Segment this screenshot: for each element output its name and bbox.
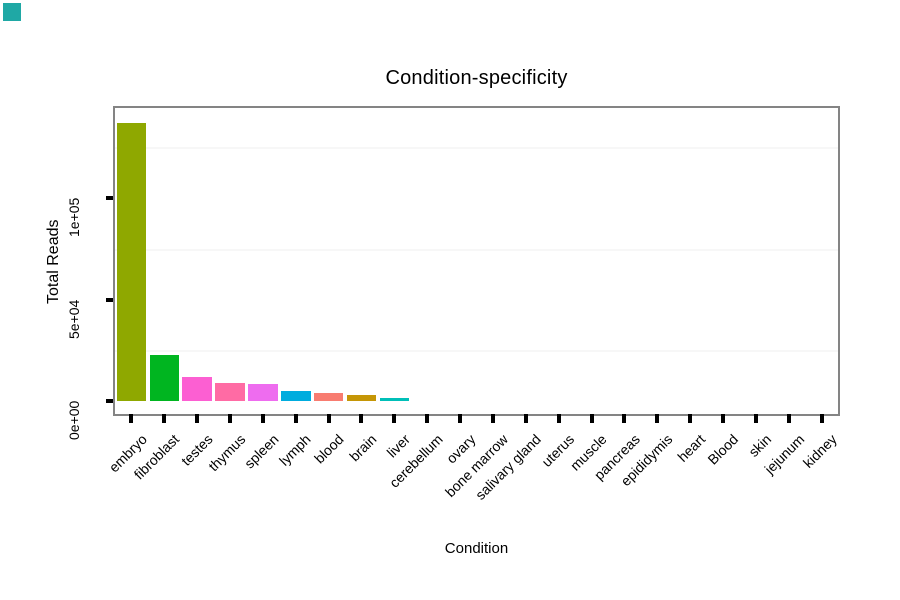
bar-testes (182, 376, 212, 401)
x-axis-tick (293, 414, 298, 423)
bar-lymph (280, 391, 311, 401)
x-axis-tick (523, 414, 528, 423)
bar-blood (313, 393, 344, 401)
x-tick-label: Blood (704, 431, 742, 468)
x-axis-tick (228, 414, 233, 423)
x-axis-tick (655, 414, 660, 423)
x-axis-title: Condition (444, 540, 509, 557)
x-axis-tick (359, 414, 364, 423)
x-axis-tick (392, 414, 397, 423)
x-axis-tick (490, 414, 495, 423)
x-axis-tick (622, 414, 627, 423)
x-axis-tick (326, 414, 331, 423)
x-tick-label: brain (346, 431, 380, 465)
x-axis-tick (162, 414, 167, 423)
x-axis-tick (688, 414, 693, 423)
x-axis-tick (458, 414, 463, 423)
x-axis-tick (129, 414, 134, 423)
x-axis-tick (589, 414, 594, 423)
bar-liver (379, 397, 410, 401)
x-tick-label: kidney (799, 431, 840, 471)
bar-spleen (248, 384, 278, 401)
x-axis-tick (260, 414, 265, 423)
y-tick-label: 5e+04 (66, 299, 82, 339)
y-axis-tick (106, 196, 113, 200)
y-tick-label: 1e+05 (66, 197, 82, 237)
x-tick-label: spleen (240, 431, 282, 472)
chart-title: Condition-specificity (385, 67, 568, 89)
x-tick-label: blood (311, 431, 347, 467)
x-tick-label: lymph (276, 431, 315, 469)
x-axis-tick (195, 414, 200, 423)
x-axis-tick (786, 414, 791, 423)
x-tick-label: heart (674, 431, 709, 465)
x-axis-tick (819, 414, 824, 423)
corner-marker-square (3, 3, 21, 21)
x-axis-tick (556, 414, 561, 423)
y-axis-tick (106, 297, 113, 302)
bar-fibroblast (149, 355, 180, 401)
bar-embryo (116, 122, 147, 401)
minor-gridline (115, 147, 838, 150)
x-axis-tick (720, 414, 725, 423)
plot-panel (113, 106, 840, 416)
y-tick-label: 0e+00 (66, 400, 82, 440)
y-axis-tick (106, 399, 113, 403)
bar-brain (346, 394, 377, 401)
y-axis-title: Total Reads (45, 219, 62, 304)
bar-thymus (215, 383, 245, 401)
x-axis-tick (425, 414, 430, 423)
minor-gridline (115, 248, 838, 251)
x-axis-tick (753, 414, 758, 423)
minor-gridline (115, 350, 838, 353)
